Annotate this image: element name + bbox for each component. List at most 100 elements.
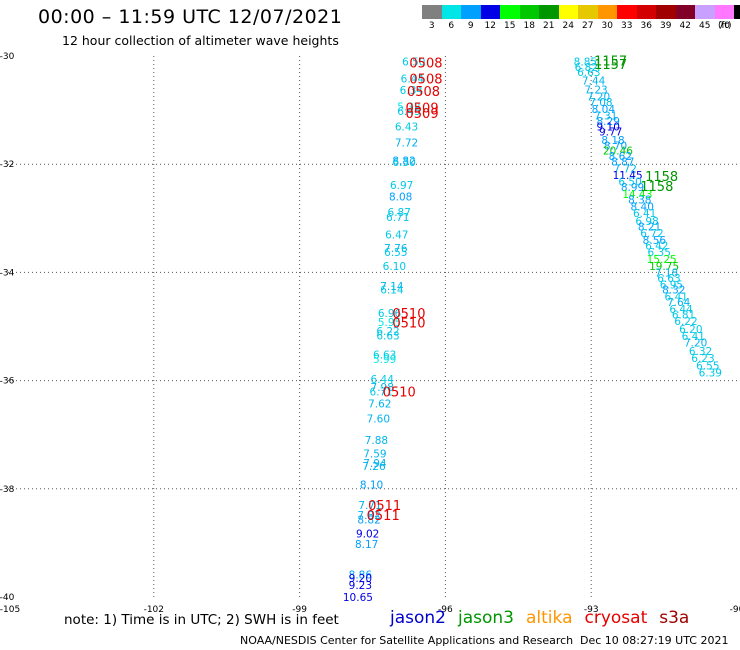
swh-value: 7.62 (368, 398, 391, 410)
legend-label: 3 (428, 21, 435, 31)
swh-value: 6.47 (385, 230, 408, 242)
swh-value: 6.63 (373, 350, 396, 362)
satellite-legend: jason2 jason3 altika cryosat s3a (390, 608, 701, 628)
swh-value: 6.44 (401, 74, 425, 86)
legend-swatch (480, 5, 500, 19)
swh-value: 8.99 (621, 182, 644, 194)
legend-swatch (461, 5, 481, 19)
time-label: 0508 (407, 85, 440, 100)
swh-value: 7.26 (362, 461, 386, 473)
legend-label: 30 (601, 21, 613, 31)
legend-label: 18 (523, 21, 535, 31)
legend-item: 24 (558, 5, 578, 31)
legend-swatch (441, 5, 461, 19)
swh-value: 6.43 (395, 121, 418, 133)
swh-value: 6.50 (402, 56, 425, 68)
legend-swatch (578, 5, 598, 19)
legend-swatch (617, 5, 637, 19)
swh-value: 7.14 (380, 281, 404, 293)
legend-unit: (ft) (718, 21, 732, 31)
legend-item: 42 (675, 5, 695, 31)
swh-value: 8.62 (609, 151, 632, 163)
swh-value: 7.72 (395, 138, 418, 150)
time-label: 0511 (368, 499, 401, 514)
satellite-label: cryosat (584, 608, 648, 628)
time-label: 1158 (640, 180, 673, 195)
x-tick-label: -96 (438, 605, 453, 615)
legend-label: 33 (621, 21, 633, 31)
legend-item: 39 (656, 5, 676, 31)
swh-value: 8.86 (349, 569, 373, 581)
swh-value: 8.08 (389, 192, 412, 204)
swh-value: 6.22 (674, 316, 697, 328)
swh-value: 8.56 (643, 235, 667, 247)
swh-value: 6.81 (672, 310, 695, 322)
swh-value: 9.23 (349, 580, 372, 592)
swh-value: 7.20 (587, 92, 610, 104)
legend-swatch (500, 5, 520, 19)
swh-value: 7.98 (371, 382, 394, 394)
swh-value: 10.65 (343, 592, 373, 604)
color-legend: 3 6 9 12 15 18 21 24 27 30 33 36 39 42 45 70 (422, 5, 740, 31)
swh-value: 8.87 (611, 156, 634, 168)
swh-value: 8.32 (662, 285, 685, 297)
swh-value: 8.29 (597, 116, 620, 128)
swh-value: 6.39 (699, 367, 722, 379)
swh-value: 7.44 (582, 75, 606, 87)
swh-value: 6.63 (657, 273, 680, 285)
swh-value: 7.71 (358, 500, 381, 512)
legend-label: 36 (640, 21, 652, 31)
swh-value: 6.22 (376, 326, 399, 338)
swh-value: 6.98 (635, 216, 658, 228)
legend-swatch (558, 5, 578, 19)
swh-value: 5.95 (378, 317, 401, 329)
y-tick-label: -40 (0, 593, 15, 603)
swh-value: 8.70 (604, 140, 627, 152)
swh-value: 7.18 (655, 267, 678, 279)
time-label: 0510 (383, 385, 416, 400)
swh-value: 6.35 (648, 247, 671, 259)
y-tick-label: -38 (0, 485, 15, 495)
swh-value: 6.97 (390, 180, 413, 192)
time-label: 0508 (409, 56, 442, 71)
legend-swatch (714, 5, 734, 19)
legend-item: 27 (578, 5, 598, 31)
legend-item: 12 (480, 5, 500, 31)
swh-value: 8.18 (601, 135, 624, 147)
swh-value: 6.20 (679, 324, 702, 336)
x-tick-label: -102 (144, 605, 164, 615)
swh-value: 9.20 (349, 573, 372, 585)
swh-value: 6.82 (575, 62, 598, 74)
swh-value: 6.55 (696, 360, 719, 372)
swh-value: 6.71 (386, 212, 409, 224)
swh-value: 9.10 (597, 121, 620, 133)
swh-value: 7.31 (594, 111, 617, 123)
swh-value: 7.23 (584, 85, 607, 97)
swh-value: 7.88 (365, 435, 388, 447)
y-tick-label: -32 (0, 160, 14, 170)
legend-item: 15 (500, 5, 520, 31)
legend-swatch (422, 5, 442, 19)
legend-item: 33 (617, 5, 637, 31)
swh-value: 6.63 (577, 67, 600, 79)
footer-credit: NOAA/NESDIS Center for Satellite Applica… (240, 634, 574, 647)
legend-item: 6 (441, 5, 461, 31)
legend-label: 39 (660, 21, 672, 31)
swh-value: 11.45 (613, 170, 643, 182)
swh-value: 14.43 (622, 189, 652, 201)
legend-item: 45 (695, 5, 715, 31)
swh-value: 8.04 (592, 104, 616, 116)
swh-value: 7.72 (614, 164, 637, 176)
swh-value: 5.99 (373, 354, 396, 366)
time-label: 0509 (406, 101, 439, 116)
legend-swatch (695, 5, 715, 19)
swh-value: 9.02 (356, 529, 379, 541)
legend-label: 12 (484, 21, 496, 31)
satellite-label: altika (526, 608, 573, 628)
swh-value: 7.76 (384, 243, 408, 255)
page-title: 00:00 – 11:59 UTC 12/07/2021 (38, 6, 343, 28)
swh-value: 7.60 (367, 413, 390, 425)
swh-value: 8.38 (628, 194, 651, 206)
legend-label: 6 (448, 21, 455, 31)
swh-value: 6.23 (691, 353, 714, 365)
